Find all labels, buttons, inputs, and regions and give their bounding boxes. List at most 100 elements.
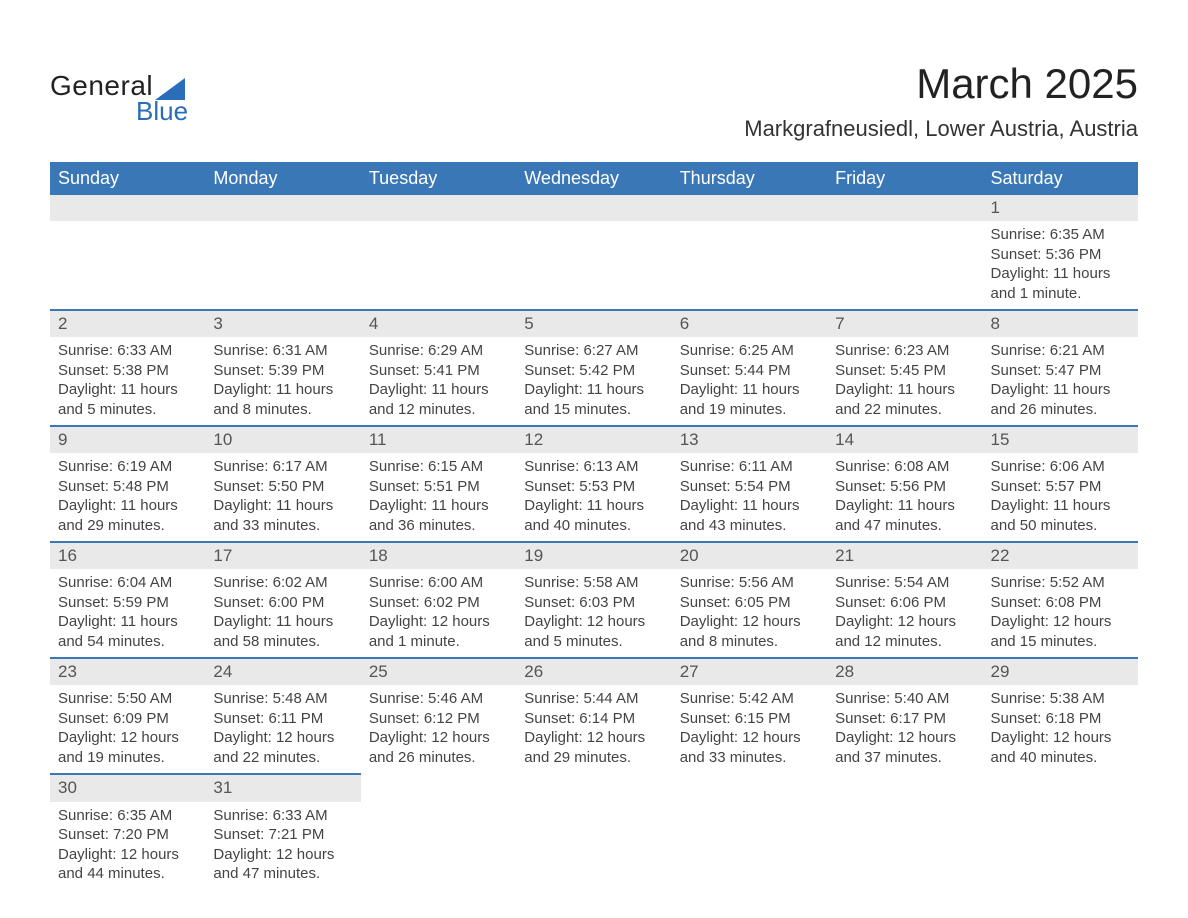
calendar-table: SundayMondayTuesdayWednesdayThursdayFrid… <box>50 162 1138 890</box>
calendar-cell: 30Sunrise: 6:35 AMSunset: 7:20 PMDayligh… <box>50 774 205 889</box>
sunrise-text: Sunrise: 5:52 AM <box>991 573 1130 593</box>
daylight-text: Daylight: 11 hours and 50 minutes. <box>991 496 1130 535</box>
calendar-cell: 31Sunrise: 6:33 AMSunset: 7:21 PMDayligh… <box>205 774 360 889</box>
sunset-text: Sunset: 6:11 PM <box>213 709 352 729</box>
day-details: Sunrise: 6:00 AMSunset: 6:02 PMDaylight:… <box>361 569 516 657</box>
sunrise-text: Sunrise: 5:44 AM <box>524 689 663 709</box>
calendar-cell: 25Sunrise: 5:46 AMSunset: 6:12 PMDayligh… <box>361 658 516 774</box>
day-details <box>361 774 516 854</box>
calendar-cell <box>827 195 982 310</box>
sunrise-text: Sunrise: 6:25 AM <box>680 341 819 361</box>
day-number: 5 <box>516 311 671 337</box>
calendar-cell: 7Sunrise: 6:23 AMSunset: 5:45 PMDaylight… <box>827 310 982 426</box>
calendar-cell <box>205 195 360 310</box>
daylight-text: Daylight: 12 hours and 8 minutes. <box>680 612 819 651</box>
daylight-text: Daylight: 11 hours and 5 minutes. <box>58 380 197 419</box>
day-number: 3 <box>205 311 360 337</box>
day-details: Sunrise: 5:40 AMSunset: 6:17 PMDaylight:… <box>827 685 982 773</box>
sunrise-text: Sunrise: 6:06 AM <box>991 457 1130 477</box>
day-header: Wednesday <box>516 162 671 195</box>
day-number: 20 <box>672 543 827 569</box>
day-number: 24 <box>205 659 360 685</box>
sunset-text: Sunset: 5:53 PM <box>524 477 663 497</box>
calendar-cell: 26Sunrise: 5:44 AMSunset: 6:14 PMDayligh… <box>516 658 671 774</box>
daylight-text: Daylight: 12 hours and 37 minutes. <box>835 728 974 767</box>
sunrise-text: Sunrise: 6:27 AM <box>524 341 663 361</box>
sunset-text: Sunset: 6:09 PM <box>58 709 197 729</box>
calendar-cell: 21Sunrise: 5:54 AMSunset: 6:06 PMDayligh… <box>827 542 982 658</box>
page-header: General Blue March 2025 Markgrafneusiedl… <box>50 60 1138 142</box>
day-details <box>983 774 1138 854</box>
day-details: Sunrise: 6:04 AMSunset: 5:59 PMDaylight:… <box>50 569 205 657</box>
day-number <box>827 195 982 221</box>
sunrise-text: Sunrise: 6:29 AM <box>369 341 508 361</box>
daylight-text: Daylight: 11 hours and 58 minutes. <box>213 612 352 651</box>
day-details: Sunrise: 6:35 AMSunset: 7:20 PMDaylight:… <box>50 802 205 890</box>
daylight-text: Daylight: 11 hours and 47 minutes. <box>835 496 974 535</box>
calendar-cell: 14Sunrise: 6:08 AMSunset: 5:56 PMDayligh… <box>827 426 982 542</box>
daylight-text: Daylight: 12 hours and 22 minutes. <box>213 728 352 767</box>
day-header: Thursday <box>672 162 827 195</box>
day-number: 4 <box>361 311 516 337</box>
day-number: 10 <box>205 427 360 453</box>
day-number: 13 <box>672 427 827 453</box>
calendar-cell: 20Sunrise: 5:56 AMSunset: 6:05 PMDayligh… <box>672 542 827 658</box>
day-number: 7 <box>827 311 982 337</box>
calendar-cell <box>672 195 827 310</box>
day-details: Sunrise: 6:11 AMSunset: 5:54 PMDaylight:… <box>672 453 827 541</box>
sunset-text: Sunset: 6:15 PM <box>680 709 819 729</box>
daylight-text: Daylight: 12 hours and 33 minutes. <box>680 728 819 767</box>
daylight-text: Daylight: 11 hours and 26 minutes. <box>991 380 1130 419</box>
day-details <box>50 221 205 301</box>
calendar-cell <box>361 195 516 310</box>
day-details: Sunrise: 6:21 AMSunset: 5:47 PMDaylight:… <box>983 337 1138 425</box>
sunrise-text: Sunrise: 6:13 AM <box>524 457 663 477</box>
day-details: Sunrise: 6:25 AMSunset: 5:44 PMDaylight:… <box>672 337 827 425</box>
logo-text-bottom: Blue <box>136 96 188 127</box>
calendar-cell: 5Sunrise: 6:27 AMSunset: 5:42 PMDaylight… <box>516 310 671 426</box>
calendar-cell: 12Sunrise: 6:13 AMSunset: 5:53 PMDayligh… <box>516 426 671 542</box>
day-details: Sunrise: 6:19 AMSunset: 5:48 PMDaylight:… <box>50 453 205 541</box>
day-number: 28 <box>827 659 982 685</box>
location-subtitle: Markgrafneusiedl, Lower Austria, Austria <box>744 116 1138 142</box>
sunrise-text: Sunrise: 6:33 AM <box>58 341 197 361</box>
daylight-text: Daylight: 12 hours and 19 minutes. <box>58 728 197 767</box>
calendar-week-row: 1Sunrise: 6:35 AMSunset: 5:36 PMDaylight… <box>50 195 1138 310</box>
day-details: Sunrise: 6:23 AMSunset: 5:45 PMDaylight:… <box>827 337 982 425</box>
sunset-text: Sunset: 5:47 PM <box>991 361 1130 381</box>
daylight-text: Daylight: 12 hours and 1 minute. <box>369 612 508 651</box>
sunset-text: Sunset: 5:56 PM <box>835 477 974 497</box>
calendar-cell: 24Sunrise: 5:48 AMSunset: 6:11 PMDayligh… <box>205 658 360 774</box>
calendar-week-row: 9Sunrise: 6:19 AMSunset: 5:48 PMDaylight… <box>50 426 1138 542</box>
calendar-week-row: 16Sunrise: 6:04 AMSunset: 5:59 PMDayligh… <box>50 542 1138 658</box>
sunset-text: Sunset: 6:00 PM <box>213 593 352 613</box>
day-details: Sunrise: 6:08 AMSunset: 5:56 PMDaylight:… <box>827 453 982 541</box>
day-details <box>205 221 360 301</box>
calendar-cell: 22Sunrise: 5:52 AMSunset: 6:08 PMDayligh… <box>983 542 1138 658</box>
daylight-text: Daylight: 11 hours and 12 minutes. <box>369 380 508 419</box>
day-details <box>827 221 982 301</box>
calendar-cell: 9Sunrise: 6:19 AMSunset: 5:48 PMDaylight… <box>50 426 205 542</box>
daylight-text: Daylight: 12 hours and 5 minutes. <box>524 612 663 651</box>
daylight-text: Daylight: 11 hours and 1 minute. <box>991 264 1130 303</box>
sunset-text: Sunset: 6:14 PM <box>524 709 663 729</box>
day-details: Sunrise: 6:02 AMSunset: 6:00 PMDaylight:… <box>205 569 360 657</box>
logo: General Blue <box>50 60 188 127</box>
sunrise-text: Sunrise: 5:58 AM <box>524 573 663 593</box>
day-details: Sunrise: 5:44 AMSunset: 6:14 PMDaylight:… <box>516 685 671 773</box>
day-header: Tuesday <box>361 162 516 195</box>
day-number: 11 <box>361 427 516 453</box>
day-details <box>672 221 827 301</box>
day-details: Sunrise: 6:31 AMSunset: 5:39 PMDaylight:… <box>205 337 360 425</box>
day-details: Sunrise: 5:42 AMSunset: 6:15 PMDaylight:… <box>672 685 827 773</box>
day-number: 27 <box>672 659 827 685</box>
calendar-cell <box>50 195 205 310</box>
day-details: Sunrise: 6:33 AMSunset: 5:38 PMDaylight:… <box>50 337 205 425</box>
day-details: Sunrise: 6:35 AMSunset: 5:36 PMDaylight:… <box>983 221 1138 309</box>
day-number <box>205 195 360 221</box>
daylight-text: Daylight: 11 hours and 36 minutes. <box>369 496 508 535</box>
calendar-cell <box>516 195 671 310</box>
sunrise-text: Sunrise: 5:38 AM <box>991 689 1130 709</box>
sunset-text: Sunset: 6:18 PM <box>991 709 1130 729</box>
day-number: 9 <box>50 427 205 453</box>
